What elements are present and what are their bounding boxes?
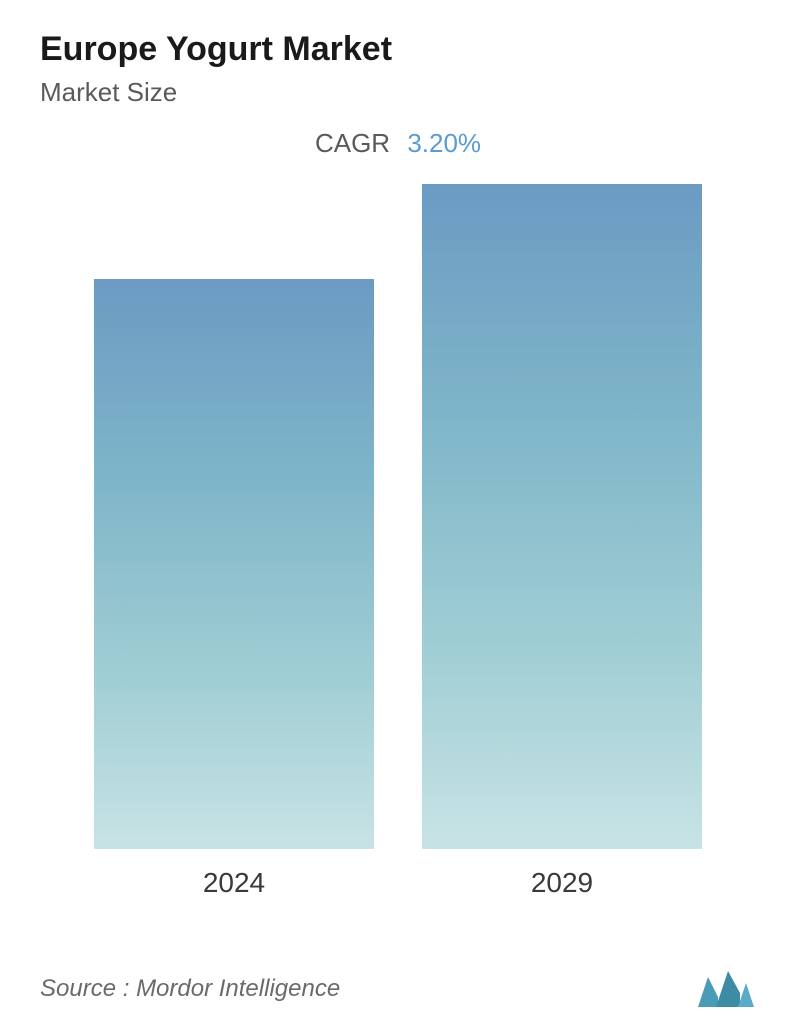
footer: Source : Mordor Intelligence [40, 969, 756, 1009]
page-subtitle: Market Size [40, 77, 756, 108]
bar-group-2024: 2024 [94, 279, 374, 899]
bar-label-2024: 2024 [203, 867, 265, 899]
page-title: Europe Yogurt Market [40, 30, 756, 69]
bar-chart: 2024 2029 [40, 219, 756, 899]
bar-group-2029: 2029 [422, 184, 702, 899]
bar-label-2029: 2029 [531, 867, 593, 899]
cagr-label: CAGR [315, 128, 390, 158]
bar-2029 [422, 184, 702, 849]
mordor-logo-icon [696, 969, 756, 1009]
bar-2024 [94, 279, 374, 849]
source-name: Mordor Intelligence [136, 975, 340, 1002]
cagr-container: CAGR 3.20% [40, 128, 756, 159]
source-text: Source : Mordor Intelligence [40, 975, 340, 1003]
cagr-value: 3.20% [407, 128, 481, 158]
source-label: Source : [40, 975, 129, 1002]
